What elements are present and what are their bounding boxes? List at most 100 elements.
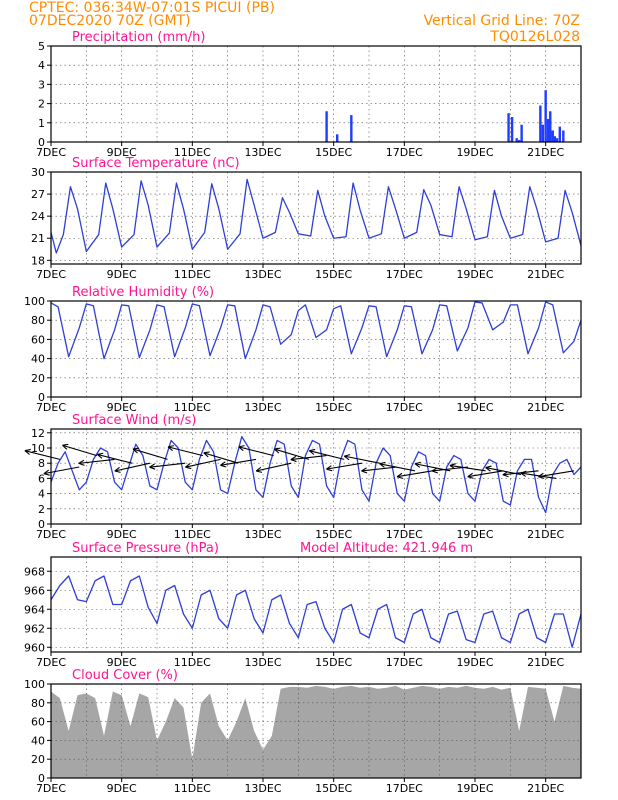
x-tick-label: 15DEC xyxy=(315,528,352,541)
wind-panel: 0 2 4 6 8 10 12 7DEC 9DEC 11DEC 13DEC 15DEC 17DEC 19D… xyxy=(24,413,582,541)
rh-frame xyxy=(50,300,582,398)
x-tick-label: 15DEC xyxy=(315,656,352,669)
temp-line xyxy=(50,178,582,254)
pressure-grid xyxy=(51,557,581,652)
x-tick-label: 21DEC xyxy=(527,401,564,414)
wind-arrow xyxy=(167,445,204,457)
wind-arrow xyxy=(96,452,133,464)
x-tick-label: 21DEC xyxy=(527,268,564,281)
x-tick-label: 7DEC xyxy=(36,528,66,541)
precip-bar xyxy=(350,115,353,142)
y-tick-label: 100 xyxy=(24,678,45,691)
wind-frame xyxy=(50,428,582,525)
wind-arrow xyxy=(449,463,486,472)
precip-bar xyxy=(558,126,561,142)
x-tick-label: 17DEC xyxy=(386,268,423,281)
precip-bar xyxy=(555,138,559,142)
x-tick-label: 17DEC xyxy=(386,401,423,414)
precip-bar xyxy=(539,105,542,142)
wind-arrow xyxy=(132,447,168,460)
temp-grid xyxy=(51,171,581,264)
y-tick-label: 0 xyxy=(38,391,45,404)
wind-arrow xyxy=(238,445,274,457)
x-tick-label: 7DEC xyxy=(36,401,66,414)
x-tick-label: 17DEC xyxy=(386,528,423,541)
wind-arrow xyxy=(520,470,557,479)
y-tick-label: 24 xyxy=(31,210,45,223)
precip-title: Precipitation (mm/h) xyxy=(72,30,205,45)
pressure-panel: 960 962 964 966 968 7DEC 9DEC 11DEC 13DEC 15DEC 17… xyxy=(24,541,582,669)
pressure-title: Surface Pressure (hPa) xyxy=(72,541,219,556)
x-tick-label: 13DEC xyxy=(244,146,281,159)
y-tick-label: 18 xyxy=(31,254,45,267)
y-tick-label: 80 xyxy=(31,314,45,327)
wind-arrow xyxy=(114,462,151,473)
x-tick-label: 11DEC xyxy=(174,528,211,541)
wind-grid xyxy=(51,429,581,525)
precip-bar xyxy=(553,136,557,142)
x-tick-label: 9DEC xyxy=(107,401,137,414)
wind-arrow xyxy=(78,458,115,466)
x-tick-label: 11DEC xyxy=(174,782,211,795)
x-tick-label: 21DEC xyxy=(527,528,564,541)
y-tick-label: 3 xyxy=(38,78,45,91)
y-tick-label: 80 xyxy=(31,697,45,710)
y-tick-label: 0 xyxy=(38,136,45,149)
x-tick-label: 21DEC xyxy=(527,782,564,795)
y-tick-label: 962 xyxy=(24,622,45,635)
precip-bar xyxy=(507,113,510,142)
y-tick-label: 27 xyxy=(31,188,45,201)
wind-arrow xyxy=(396,470,433,479)
x-tick-label: 21DEC xyxy=(527,656,564,669)
x-tick-label: 7DEC xyxy=(36,146,66,159)
x-tick-label: 21DEC xyxy=(527,146,564,159)
x-tick-label: 19DEC xyxy=(456,146,493,159)
x-tick-label: 15DEC xyxy=(315,146,352,159)
wind-arrow xyxy=(43,466,80,476)
header-datetime: 07DEC2020 70Z (GMT) xyxy=(29,13,191,29)
wind-arrow xyxy=(379,461,416,472)
wind-arrow xyxy=(203,451,239,464)
header-station: CPTEC: 036:34W-07:01S PICUI (PB) xyxy=(29,0,275,16)
y-tick-label: 964 xyxy=(24,603,45,616)
wind-arrow xyxy=(538,470,575,479)
x-tick-label: 9DEC xyxy=(107,528,137,541)
x-tick-label: 13DEC xyxy=(244,656,281,669)
x-tick-label: 13DEC xyxy=(244,401,281,414)
x-tick-label: 17DEC xyxy=(386,146,423,159)
y-tick-label: 20 xyxy=(31,372,45,385)
y-tick-label: 5 xyxy=(38,40,45,53)
y-tick-label: 100 xyxy=(24,295,45,308)
x-tick-label: 11DEC xyxy=(174,656,211,669)
temp-title: Surface Temperature (nC) xyxy=(72,156,240,171)
cloud-frame xyxy=(50,683,582,779)
x-tick-label: 19DEC xyxy=(456,401,493,414)
temp-frame xyxy=(50,171,582,265)
y-tick-label: 1 xyxy=(38,117,45,130)
pressure-frame xyxy=(50,556,582,653)
wind-arrow xyxy=(308,448,345,460)
x-tick-label: 11DEC xyxy=(174,146,211,159)
temp-panel: 18 21 24 27 30 7DEC 9DEC 11DEC 13DEC 15DEC 17DEC 19… xyxy=(31,156,582,281)
x-tick-label: 7DEC xyxy=(36,782,66,795)
y-tick-label: 20 xyxy=(31,753,45,766)
wind-title: Surface Wind (m/s) xyxy=(72,413,196,428)
y-tick-label: 6 xyxy=(38,472,45,485)
rh-panel: 0 20 40 60 80 100 7DEC 9DEC 11DEC 13DEC 15DEC 17DEC… xyxy=(24,285,582,414)
precip-bar xyxy=(551,130,554,142)
x-tick-label: 11DEC xyxy=(174,401,211,414)
y-tick-label: 0 xyxy=(38,772,45,785)
y-tick-label: 960 xyxy=(24,641,45,654)
precip-bar xyxy=(510,117,514,142)
x-tick-label: 19DEC xyxy=(456,268,493,281)
x-tick-label: 17DEC xyxy=(386,782,423,795)
x-tick-label: 7DEC xyxy=(36,656,66,669)
pressure-subtitle: Model Altitude: 421.946 m xyxy=(300,541,473,556)
y-tick-label: 12 xyxy=(31,427,45,440)
x-tick-label: 15DEC xyxy=(315,782,352,795)
precip-bar xyxy=(336,134,339,142)
header-grid-line: Vertical Grid Line: 70Z xyxy=(424,13,580,29)
x-tick-label: 13DEC xyxy=(244,268,281,281)
